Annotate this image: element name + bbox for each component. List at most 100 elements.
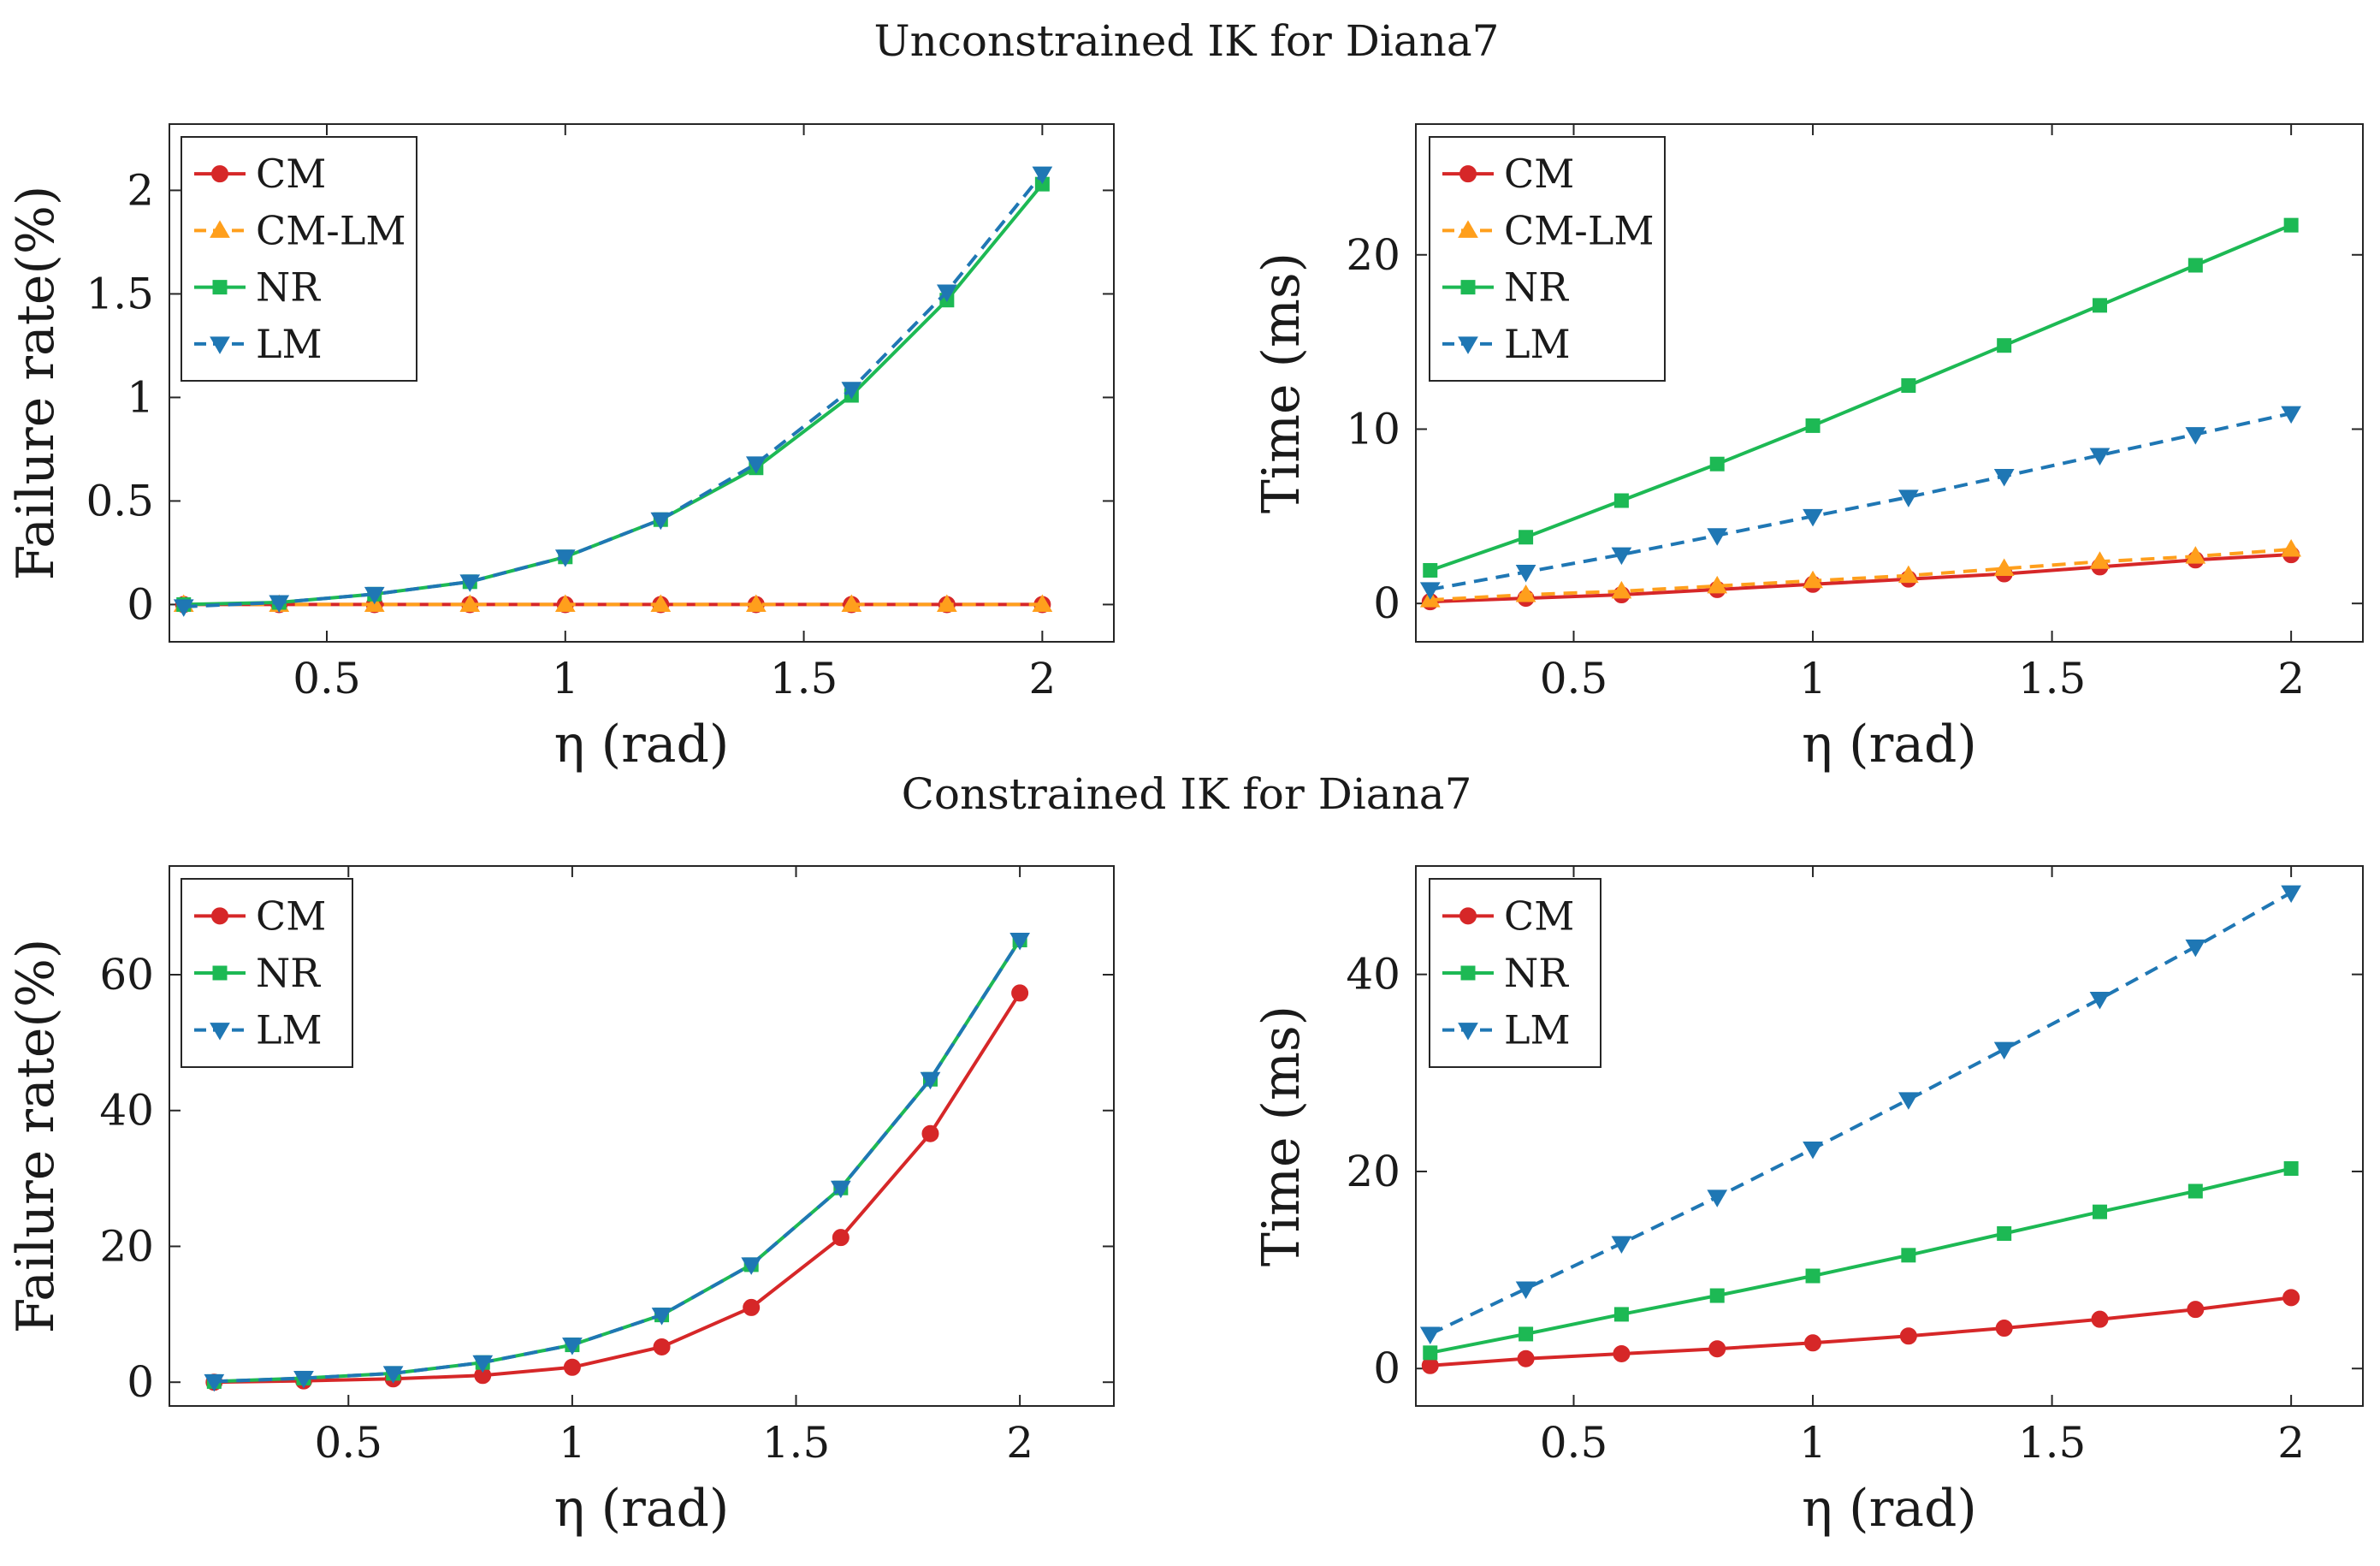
series-nr-point bbox=[1423, 1345, 1438, 1361]
series-lm-point bbox=[2089, 448, 2111, 466]
y-tick-label: 20 bbox=[1346, 1147, 1400, 1196]
legend-lm-point bbox=[1458, 1023, 1478, 1041]
series-nr bbox=[1423, 1160, 2299, 1361]
x-axis-label: η (rad) bbox=[554, 1479, 730, 1539]
series-lm-point bbox=[841, 382, 862, 400]
legend-entry-cm: CM bbox=[194, 151, 326, 197]
series-lm-point bbox=[650, 512, 672, 531]
x-tick-label: 0.5 bbox=[315, 1418, 383, 1468]
x-axis-label: η (rad) bbox=[554, 715, 730, 774]
series-cm-point bbox=[563, 1358, 581, 1376]
series-cm-lm-point bbox=[1515, 584, 1536, 602]
series-cm-lm-point bbox=[745, 594, 767, 612]
y-tick-label: 60 bbox=[99, 950, 154, 1000]
title-constrained: Constrained IK for Diana7 bbox=[902, 769, 1472, 819]
y-tick-label: 1.5 bbox=[86, 269, 154, 318]
legend-cm-point bbox=[1459, 165, 1477, 183]
series-nr-point bbox=[1997, 1225, 2012, 1241]
series-nr-point bbox=[1519, 530, 1534, 545]
series-lm bbox=[1419, 406, 2302, 600]
series-lm-point bbox=[1707, 1189, 1728, 1207]
series-cm-point bbox=[743, 1298, 761, 1316]
x-tick-label: 2 bbox=[2277, 654, 2305, 703]
series-lm-point bbox=[1993, 1041, 2015, 1060]
legend-lm-point bbox=[210, 1023, 230, 1041]
legend-lm-point bbox=[1458, 336, 1478, 354]
series-line-cm-lm bbox=[1430, 548, 2292, 602]
series-line-nr bbox=[1430, 223, 2292, 572]
series-cm-lm-point bbox=[459, 594, 481, 612]
legend-entry-cm-lm: CM-LM bbox=[194, 207, 406, 253]
legend-label-cm: CM bbox=[1504, 893, 1574, 939]
series-lm-point bbox=[554, 549, 576, 567]
series-cm bbox=[1421, 1289, 2300, 1374]
legend-cm-point bbox=[211, 907, 228, 925]
x-axis-label: η (rad) bbox=[1802, 1479, 1977, 1539]
legend-entry-nr: NR bbox=[1442, 950, 1569, 996]
y-tick-label: 40 bbox=[1346, 950, 1400, 1000]
y-tick-label: 0 bbox=[127, 1357, 154, 1407]
series-lm-point bbox=[1419, 582, 1441, 600]
x-tick-label: 1 bbox=[559, 1418, 586, 1468]
series-nr-point bbox=[1709, 1288, 1725, 1303]
series-cm-lm-point bbox=[2185, 546, 2206, 564]
series-lm-point bbox=[745, 456, 767, 474]
title-unconstrained: Unconstrained IK for Diana7 bbox=[874, 16, 1500, 66]
series-lm-point bbox=[1803, 1141, 1823, 1160]
series-cm-point bbox=[1899, 1327, 1917, 1345]
series-nr-point bbox=[1709, 456, 1725, 472]
series-cm-point bbox=[1804, 1334, 1822, 1352]
series-cm-lm-point bbox=[1707, 575, 1728, 594]
x-tick-label: 1.5 bbox=[2018, 1418, 2087, 1468]
legend-nr-point bbox=[212, 965, 228, 981]
series-cm-point bbox=[653, 1338, 671, 1355]
series-nr-point bbox=[2283, 1160, 2299, 1176]
series-line-lm bbox=[1430, 412, 2292, 591]
axes-frame bbox=[1415, 123, 2364, 643]
series-lm-point bbox=[651, 1308, 672, 1326]
series-line-cm bbox=[214, 992, 1021, 1385]
series-cm-lm-point bbox=[1611, 580, 1632, 599]
legend-lm-point bbox=[210, 336, 230, 354]
legend-label-lm: LM bbox=[1504, 321, 1571, 367]
series-nr-point bbox=[1423, 562, 1438, 578]
legend-nr-point bbox=[212, 280, 228, 295]
y-tick-label: 20 bbox=[1346, 230, 1400, 280]
legend-entry-lm: LM bbox=[194, 321, 323, 367]
y-axis-label: Time (ms) bbox=[1252, 252, 1311, 513]
legend: CM CM-LM NR LM bbox=[1429, 136, 1666, 382]
series-nr-point bbox=[1901, 378, 1916, 394]
legend-label-nr: NR bbox=[256, 264, 321, 311]
series-line-cm bbox=[1430, 553, 2292, 604]
legend-entry-lm: LM bbox=[1442, 321, 1571, 367]
x-tick-label: 0.5 bbox=[1540, 654, 1608, 703]
series-nr-point bbox=[2188, 258, 2203, 273]
x-tick-label: 1.5 bbox=[762, 1418, 831, 1468]
series-nr-point bbox=[2188, 1183, 2203, 1199]
series-nr-point bbox=[1613, 493, 1629, 508]
legend-entry-cm-lm: CM-LM bbox=[1442, 207, 1655, 253]
axes-frame bbox=[169, 865, 1115, 1407]
y-tick-label: 2 bbox=[127, 165, 154, 215]
series-cm-point bbox=[1011, 984, 1029, 1002]
series-cm-point bbox=[1421, 1356, 1439, 1374]
series-cm-lm-point bbox=[2281, 539, 2302, 557]
y-tick-label: 10 bbox=[1346, 404, 1400, 454]
series-cm-lm bbox=[173, 594, 1053, 612]
series-cm-point bbox=[1517, 1349, 1535, 1367]
series-cm-lm-point bbox=[554, 594, 576, 612]
series-cm-point bbox=[2187, 1301, 2205, 1319]
series-lm-point bbox=[1993, 468, 2015, 487]
series-lm-point bbox=[472, 1355, 494, 1373]
legend: CM NR LM bbox=[181, 878, 353, 1068]
series-line-lm bbox=[1429, 891, 2293, 1336]
series-lm-point bbox=[1707, 528, 1728, 546]
legend-label-cm-lm: CM-LM bbox=[1504, 207, 1655, 253]
legend-nr-point bbox=[1460, 280, 1476, 295]
series-line-nr bbox=[1430, 1166, 2292, 1355]
series-cm-lm-point bbox=[1803, 570, 1823, 589]
series-lm-point bbox=[293, 1370, 314, 1389]
series-lm bbox=[173, 166, 1053, 617]
y-tick-label: 40 bbox=[99, 1086, 154, 1136]
